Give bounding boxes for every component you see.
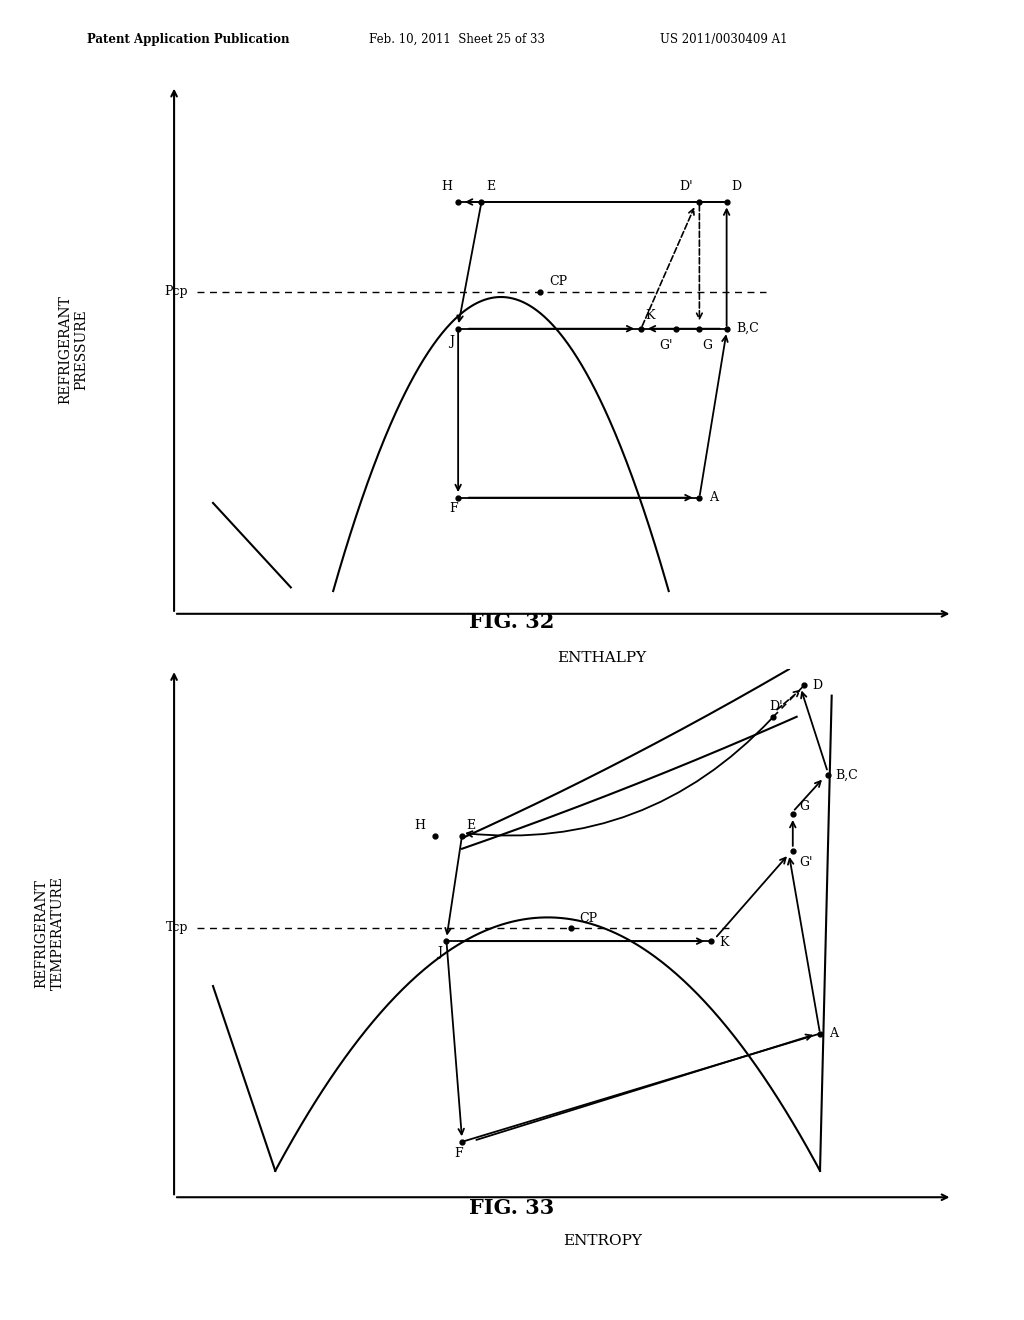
Text: D: D [812,678,822,692]
Text: G: G [702,339,713,351]
Text: A: A [709,491,718,504]
Text: D: D [731,181,741,193]
Text: FIG. 33: FIG. 33 [469,1199,555,1218]
Text: Patent Application Publication: Patent Application Publication [87,33,290,46]
Text: US 2011/0030409 A1: US 2011/0030409 A1 [660,33,788,46]
Text: FIG. 32: FIG. 32 [469,612,555,632]
Text: D': D' [680,181,693,193]
Text: B,C: B,C [736,322,759,335]
Text: Pcp: Pcp [165,285,188,298]
Text: J: J [449,334,454,347]
Text: B,C: B,C [836,768,858,781]
Text: CP: CP [549,276,567,288]
Text: ENTROPY: ENTROPY [562,1234,642,1249]
Text: Tcp: Tcp [166,921,188,935]
Text: E: E [467,820,476,832]
Text: Feb. 10, 2011  Sheet 25 of 33: Feb. 10, 2011 Sheet 25 of 33 [369,33,545,46]
Text: REFRIGERANT
PRESSURE: REFRIGERANT PRESSURE [57,296,88,404]
Text: ENTHALPY: ENTHALPY [557,651,647,665]
Text: F: F [449,503,458,515]
Text: H: H [441,181,452,193]
Text: G': G' [799,857,812,869]
Text: G: G [799,800,809,813]
Text: CP: CP [579,912,597,924]
Text: REFRIGERANT
TEMPERATURE: REFRIGERANT TEMPERATURE [35,876,65,990]
Text: F: F [455,1147,463,1159]
Text: H: H [415,820,425,832]
Text: G': G' [659,339,673,351]
Text: A: A [829,1027,839,1040]
Text: K: K [719,936,728,949]
Text: E: E [486,181,496,193]
Text: K: K [646,309,655,322]
Text: D': D' [769,701,783,713]
Text: J: J [437,946,442,958]
